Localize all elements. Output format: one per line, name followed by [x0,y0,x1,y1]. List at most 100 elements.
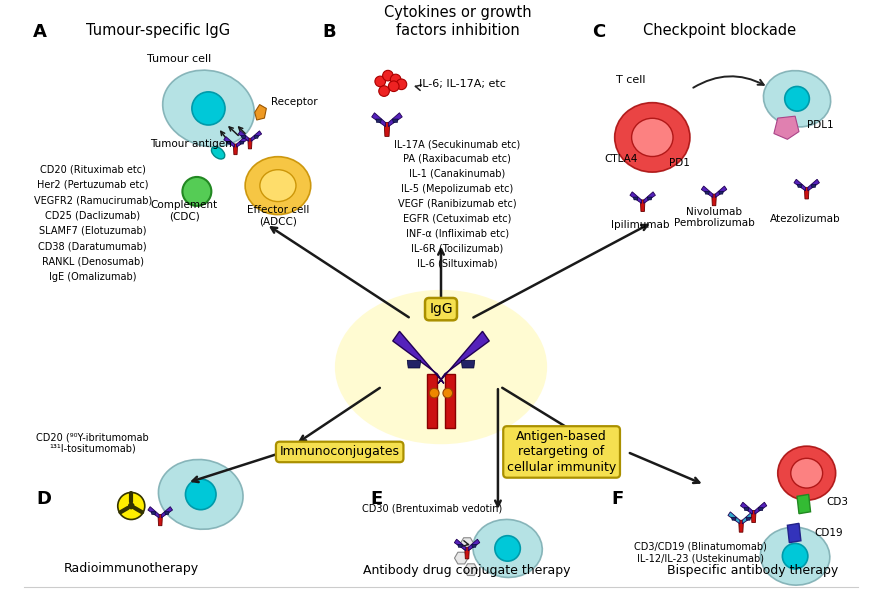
Circle shape [375,76,385,87]
Polygon shape [741,502,752,514]
Text: Radioimmunotherapy: Radioimmunotherapy [64,562,198,575]
Polygon shape [454,539,466,551]
Circle shape [391,74,401,85]
Ellipse shape [212,146,225,159]
Text: Tumour antigen: Tumour antigen [150,139,232,149]
Polygon shape [811,184,816,187]
Text: CTLA4: CTLA4 [605,154,638,164]
Text: IgE (Omalizumab): IgE (Omalizumab) [49,272,137,282]
Polygon shape [385,122,390,136]
Text: A: A [33,23,47,41]
Polygon shape [388,113,402,127]
Polygon shape [774,116,799,139]
Text: CD20 (Rituximab etc): CD20 (Rituximab etc) [40,164,146,174]
Text: VEGF (Ranibizumab etc): VEGF (Ranibizumab etc) [398,199,517,209]
Text: CD38 (Daratumumab): CD38 (Daratumumab) [38,241,147,251]
Text: D: D [37,490,52,508]
Circle shape [430,388,439,398]
Text: Effector cell
(ADCC): Effector cell (ADCC) [247,205,309,226]
Polygon shape [392,119,398,122]
Text: C: C [593,23,606,41]
Polygon shape [428,374,437,428]
Circle shape [183,177,212,206]
Polygon shape [788,523,801,542]
Polygon shape [234,144,237,155]
Ellipse shape [791,458,823,488]
Text: SLAMF7 (Elotuzumab): SLAMF7 (Elotuzumab) [39,226,146,236]
Polygon shape [797,184,802,187]
Text: Tumour cell: Tumour cell [147,54,212,64]
Polygon shape [151,512,156,515]
Text: EGFR (Cetuximab etc): EGFR (Cetuximab etc) [403,214,512,224]
Text: CD25 (Daclizumab): CD25 (Daclizumab) [45,211,140,220]
Circle shape [495,536,520,561]
Text: Ipilimumab: Ipilimumab [611,220,670,230]
Text: Immunoconjugates: Immunoconjugates [280,445,400,458]
Text: IL-5 (Mepolizumab etc): IL-5 (Mepolizumab etc) [401,184,513,194]
Text: IL-6; IL-17A; etc: IL-6; IL-17A; etc [419,79,505,89]
Polygon shape [731,517,736,520]
Text: INF-α (Infliximab etc): INF-α (Infliximab etc) [406,229,509,239]
Polygon shape [148,506,159,518]
Text: PD1: PD1 [669,158,690,169]
Polygon shape [647,197,652,200]
Polygon shape [254,136,258,138]
Text: IL-17A (Secukinumab etc): IL-17A (Secukinumab etc) [394,139,520,149]
Ellipse shape [159,460,243,529]
Polygon shape [739,520,744,532]
Text: Atezolizumab: Atezolizumab [769,214,840,224]
Circle shape [443,388,452,398]
Text: Receptor: Receptor [271,97,318,107]
Ellipse shape [615,103,690,172]
Polygon shape [630,192,641,203]
Text: PDL1: PDL1 [807,120,833,130]
Circle shape [782,544,808,569]
Ellipse shape [632,118,673,157]
Polygon shape [227,142,231,144]
Polygon shape [465,547,469,559]
Text: Checkpoint blockade: Checkpoint blockade [643,23,796,38]
Polygon shape [804,187,809,199]
Polygon shape [464,564,478,575]
Text: Antigen-based
retargeting of
cellular immunity: Antigen-based retargeting of cellular im… [507,430,617,474]
Polygon shape [165,512,169,515]
Polygon shape [158,515,162,526]
Polygon shape [712,194,716,206]
Polygon shape [640,200,645,211]
Polygon shape [454,552,468,564]
Text: IgG: IgG [430,302,452,316]
Text: CD19: CD19 [814,528,843,538]
Polygon shape [743,512,754,524]
Ellipse shape [162,70,254,147]
Text: CD3/CD19 (Blinatumomab)
IL-12/IL-23 (Ustekinumab): CD3/CD19 (Blinatumomab) IL-12/IL-23 (Ust… [634,542,767,564]
Text: Bispecific antibody therapy: Bispecific antibody therapy [667,563,838,577]
Ellipse shape [245,157,310,215]
Polygon shape [744,508,749,511]
Text: E: E [370,490,383,508]
Ellipse shape [778,446,835,500]
Text: F: F [612,490,624,508]
Polygon shape [240,142,244,144]
Text: IL-6R (Tocilizumab): IL-6R (Tocilizumab) [411,244,504,254]
Polygon shape [468,539,480,551]
Polygon shape [794,179,805,191]
Polygon shape [376,119,381,122]
Circle shape [378,86,389,97]
Text: B: B [322,23,336,41]
Polygon shape [255,104,266,120]
Text: PA (Raxibacumab etc): PA (Raxibacumab etc) [403,154,512,164]
Circle shape [128,503,135,509]
Polygon shape [438,331,490,383]
Circle shape [388,81,399,92]
Text: Tumour-specific IgG: Tumour-specific IgG [86,23,230,38]
Polygon shape [251,131,262,142]
Text: T cell: T cell [617,76,646,85]
Polygon shape [797,494,811,514]
Polygon shape [715,186,727,197]
Polygon shape [161,506,173,518]
Polygon shape [460,538,474,550]
Ellipse shape [335,290,547,444]
Polygon shape [445,374,454,428]
Circle shape [118,493,145,520]
Polygon shape [633,197,638,200]
